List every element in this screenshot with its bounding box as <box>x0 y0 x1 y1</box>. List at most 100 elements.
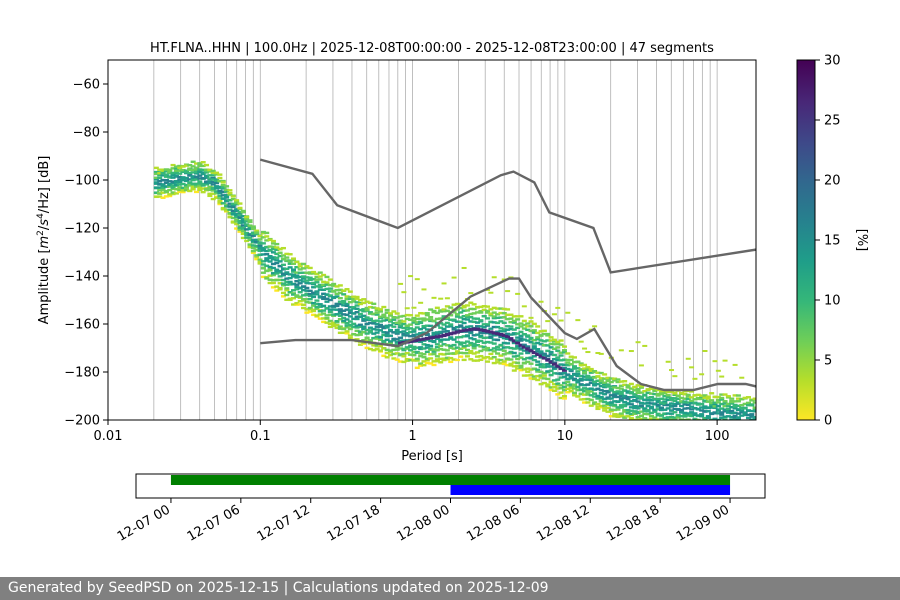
heatmap-cell <box>454 302 460 306</box>
heatmap-cell <box>518 339 524 342</box>
heatmap-cell <box>388 328 394 332</box>
heatmap-cell <box>535 350 541 353</box>
timeline-tick-label: 12-08 06 <box>464 502 522 544</box>
heatmap-cell <box>244 220 250 223</box>
heatmap-cell <box>474 339 480 342</box>
heatmap-cell <box>314 314 320 317</box>
heatmap-cell <box>498 362 504 365</box>
heatmap-cell <box>190 160 196 163</box>
heatmap-cell <box>705 400 711 403</box>
heatmap-cell <box>210 174 216 177</box>
heatmap-cell <box>250 227 256 231</box>
heatmap-cell <box>357 333 363 336</box>
heatmap-cell <box>605 379 611 383</box>
heatmap-cell <box>642 407 648 410</box>
heatmap-cell <box>635 391 641 395</box>
y-tick-label: −160 <box>64 318 100 333</box>
heatmap-cell <box>277 278 283 282</box>
heatmap-cell <box>411 347 417 351</box>
heatmap-cell <box>244 224 250 227</box>
heatmap-cell <box>498 307 504 310</box>
heatmap-cell <box>528 362 534 365</box>
heatmap-cell <box>290 273 296 276</box>
heatmap-cell <box>551 386 557 389</box>
heatmap-cell <box>491 276 497 279</box>
heatmap-cell <box>163 170 169 173</box>
heatmap-cell <box>344 297 350 301</box>
heatmap-cell <box>729 415 735 419</box>
heatmap-cell <box>317 305 323 308</box>
heatmap-cell <box>585 387 591 391</box>
heatmap-cell <box>742 402 748 406</box>
heatmap-cell <box>471 347 477 350</box>
heatmap-cell <box>214 171 220 174</box>
heatmap-cell <box>662 402 668 405</box>
heatmap-cell <box>625 408 631 412</box>
heatmap-cell <box>679 408 685 412</box>
heatmap-cell <box>307 306 313 310</box>
heatmap-cell <box>367 312 373 315</box>
heatmap-cell <box>645 398 651 402</box>
heatmap-cell <box>421 355 427 359</box>
heatmap-cell <box>709 392 715 395</box>
heatmap-cell <box>548 342 554 346</box>
heatmap-cell <box>695 397 701 400</box>
heatmap-cell <box>260 248 266 252</box>
heatmap-cell-mode <box>428 336 434 340</box>
heatmap-cell <box>598 371 604 375</box>
heatmap-cell <box>284 267 290 271</box>
heatmap-cell <box>331 296 337 299</box>
heatmap-cell <box>615 390 621 393</box>
heatmap-cell <box>230 205 236 209</box>
heatmap-cell <box>702 416 708 420</box>
heatmap-cell <box>592 383 598 386</box>
heatmap-cell <box>468 337 474 340</box>
heatmap-cell <box>645 418 651 420</box>
heatmap-cell <box>582 384 588 387</box>
heatmap-cell <box>327 298 333 302</box>
heatmap-cell <box>267 256 273 260</box>
heatmap-cell <box>173 192 179 195</box>
heatmap-cell <box>444 358 450 361</box>
heatmap-cell <box>153 195 159 198</box>
heatmap-cell <box>679 396 685 400</box>
heatmap-cell <box>448 314 454 317</box>
heatmap-cell <box>180 165 186 168</box>
heatmap-cell <box>438 297 444 300</box>
heatmap-cell <box>745 396 751 399</box>
heatmap-cell <box>247 224 253 227</box>
heatmap-cell <box>304 279 310 282</box>
heatmap-cell <box>505 290 511 293</box>
heatmap-cell <box>157 189 163 192</box>
heatmap-cell <box>575 372 581 376</box>
heatmap-cell <box>220 181 226 184</box>
heatmap-cell <box>648 405 654 409</box>
heatmap-cell <box>374 309 380 312</box>
heatmap-cell <box>588 394 594 397</box>
heatmap-cell <box>327 290 333 293</box>
heatmap-cell <box>301 298 307 301</box>
heatmap-cell <box>377 325 383 328</box>
heatmap-cell <box>227 213 233 216</box>
heatmap-cell <box>344 321 350 325</box>
y-tick-label: −100 <box>64 174 100 189</box>
heatmap-cell <box>702 406 708 410</box>
heatmap-cell <box>719 396 725 400</box>
heatmap-cell <box>508 346 514 350</box>
heatmap-cell <box>635 405 641 408</box>
x-axis-ticks: 0.01 0.1 1 10 100 <box>94 420 730 444</box>
heatmap-cell <box>334 292 340 296</box>
heatmap-cell <box>414 317 420 321</box>
heatmap-cell <box>464 315 470 319</box>
heatmap-cell <box>257 249 263 252</box>
heatmap-cell <box>682 393 688 396</box>
heatmap-cell <box>689 408 695 411</box>
heatmap-cell <box>521 323 527 327</box>
heatmap-cell <box>307 294 313 298</box>
heatmap-cell <box>618 349 624 352</box>
heatmap-cell <box>448 323 454 326</box>
heatmap-cell <box>672 407 678 411</box>
heatmap-cell <box>384 334 390 338</box>
heatmap-cell <box>294 295 300 298</box>
heatmap-cell <box>605 385 611 388</box>
